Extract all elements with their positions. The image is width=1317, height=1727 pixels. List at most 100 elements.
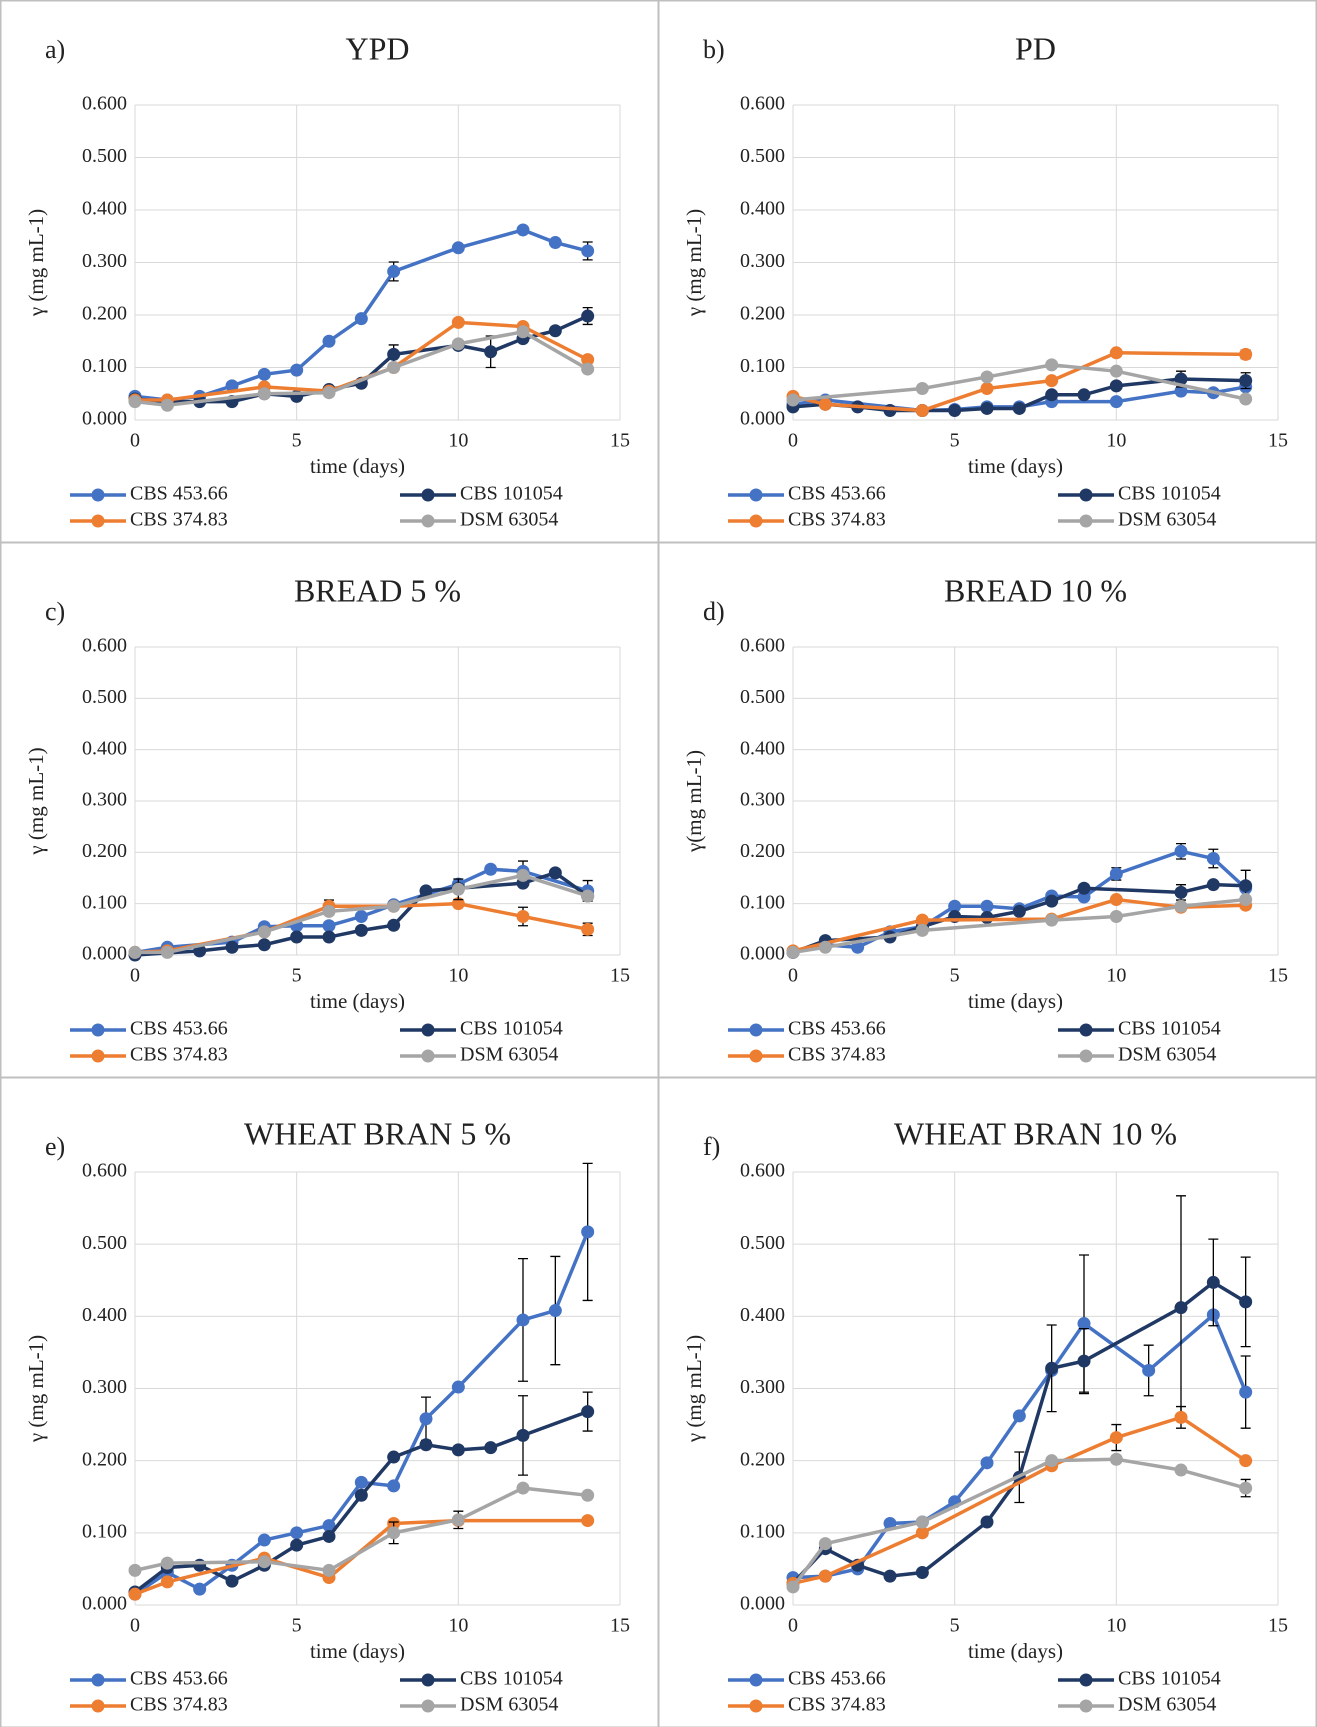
- data-point: [1109, 910, 1123, 923]
- data-point: [257, 1533, 271, 1547]
- data-point: [516, 1428, 530, 1442]
- series-line: [134, 1231, 590, 1596]
- x-tick-label: 0: [788, 1615, 798, 1637]
- data-point: [322, 1529, 336, 1543]
- chart-title: WHEAT BRAN 10 %: [894, 1115, 1177, 1151]
- panel-label: d): [703, 597, 725, 626]
- y-tick-label: 0.200: [740, 303, 785, 325]
- data-point: [128, 395, 142, 409]
- data-point: [818, 1569, 832, 1583]
- data-point: [225, 1574, 239, 1588]
- y-tick-label: 0.600: [82, 1160, 127, 1182]
- y-tick-label: 0.400: [82, 1304, 127, 1326]
- data-point: [581, 353, 595, 367]
- legend-marker: [421, 1673, 435, 1687]
- legend-marker: [91, 488, 105, 502]
- data-point: [516, 1481, 530, 1495]
- data-point: [786, 1580, 800, 1594]
- legend-label: CBS 453.66: [788, 1018, 886, 1040]
- chart-title: YPD: [345, 30, 409, 66]
- series-line: [791, 1280, 1247, 1585]
- legend-label: DSM 63054: [1118, 1694, 1216, 1716]
- legend-marker: [91, 1023, 105, 1037]
- data-point: [451, 1513, 465, 1527]
- y-tick-label: 0.100: [740, 1520, 785, 1542]
- x-tick-label: 5: [950, 965, 960, 987]
- data-point: [160, 1575, 174, 1589]
- data-point: [354, 312, 368, 326]
- data-point: [1239, 392, 1253, 406]
- data-point: [1174, 844, 1188, 858]
- data-point: [980, 370, 994, 384]
- x-axis-label: time (days): [968, 454, 1063, 478]
- data-point: [548, 1304, 562, 1318]
- x-tick-label: 15: [610, 1615, 630, 1637]
- legend-label: CBS 374.83: [788, 1044, 886, 1066]
- legend-marker: [749, 1023, 763, 1037]
- legend-label: CBS 374.83: [788, 509, 886, 531]
- x-tick-label: 10: [448, 430, 468, 452]
- data-point: [1109, 346, 1123, 360]
- data-point: [1239, 879, 1253, 893]
- y-tick-label: 0.300: [740, 250, 785, 272]
- y-tick-label: 0.500: [82, 686, 127, 708]
- y-tick-label: 0.100: [740, 355, 785, 377]
- data-point: [322, 1563, 336, 1577]
- data-point: [354, 1488, 368, 1502]
- x-axis-label: time (days): [310, 454, 405, 478]
- chart-title: BREAD 5 %: [294, 572, 461, 608]
- data-point: [1109, 1452, 1123, 1466]
- data-point: [1077, 388, 1091, 402]
- data-point: [786, 945, 800, 959]
- data-point: [516, 868, 530, 882]
- legend-label: CBS 374.83: [788, 1694, 886, 1716]
- chart-panel: e) WHEAT BRAN 5 % 0.000 0.100 0.200 0.300 0.40…: [0, 1077, 659, 1727]
- y-tick-label: 0.200: [82, 303, 127, 325]
- data-point: [290, 930, 304, 944]
- data-point: [1045, 1454, 1059, 1468]
- y-tick-label: 0.400: [82, 198, 127, 220]
- data-point: [1012, 401, 1026, 415]
- panel-border: [658, 1077, 1317, 1727]
- x-tick-label: 10: [1106, 430, 1126, 452]
- data-point: [516, 223, 530, 237]
- data-point: [818, 397, 832, 411]
- x-tick-label: 5: [292, 965, 302, 987]
- data-point: [581, 1405, 595, 1419]
- x-tick-label: 5: [950, 1615, 960, 1637]
- legend-marker: [1079, 1049, 1093, 1063]
- data-point: [1239, 1481, 1253, 1495]
- x-tick-label: 10: [1106, 1615, 1126, 1637]
- data-point: [193, 1582, 207, 1596]
- legend-label: CBS 453.66: [788, 1668, 886, 1690]
- data-point: [915, 1566, 929, 1580]
- legend-marker: [1079, 1699, 1093, 1713]
- data-point: [451, 1380, 465, 1394]
- legend-label: CBS 101054: [1118, 1668, 1221, 1690]
- x-tick-label: 15: [1268, 965, 1288, 987]
- panel-label: c): [45, 597, 65, 626]
- legend-marker: [1079, 1023, 1093, 1037]
- legend-marker: [421, 1023, 435, 1037]
- data-point: [581, 922, 595, 936]
- data-point: [290, 1538, 304, 1552]
- legend-marker: [91, 1049, 105, 1063]
- data-point: [1206, 851, 1220, 865]
- data-point: [160, 398, 174, 412]
- data-point: [1142, 1363, 1156, 1377]
- data-point: [1109, 1431, 1123, 1445]
- data-point: [581, 1488, 595, 1502]
- data-point: [451, 337, 465, 351]
- y-tick-label: 0.400: [740, 1304, 785, 1326]
- y-tick-label: 0.500: [740, 1232, 785, 1254]
- legend-label: CBS 374.83: [130, 509, 228, 531]
- data-point: [354, 923, 368, 937]
- data-point: [948, 404, 962, 418]
- x-axis-label: time (days): [310, 989, 405, 1013]
- series-line: [792, 1311, 1248, 1580]
- data-point: [257, 1555, 271, 1569]
- series-line: [134, 1486, 588, 1573]
- chart-panel: b) PD 0.000 0.100 0.200 0.300 0.400 0.500 0.600 0…: [658, 0, 1317, 543]
- legend-marker: [91, 514, 105, 528]
- data-point: [419, 884, 433, 898]
